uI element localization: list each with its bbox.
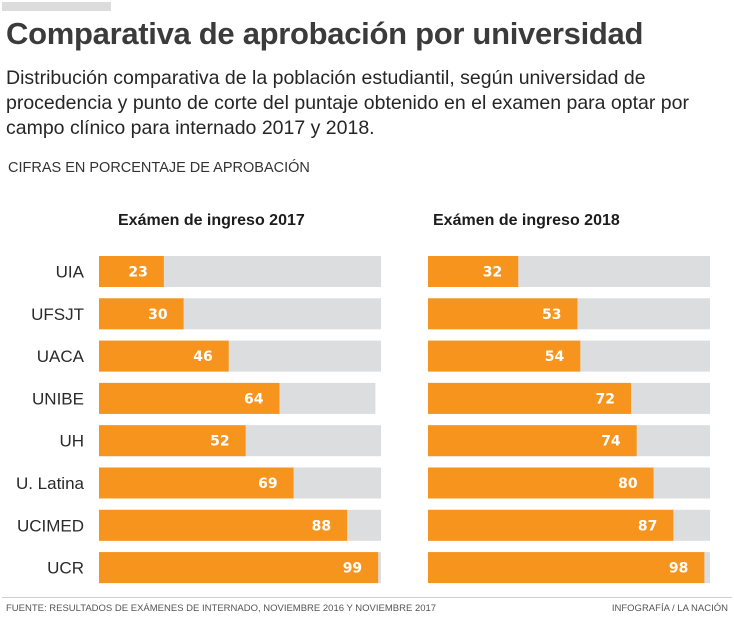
category-label: UIA bbox=[56, 263, 85, 282]
footer-divider bbox=[2, 597, 732, 598]
value-label: 72 bbox=[596, 391, 615, 407]
category-label: U. Latina bbox=[16, 474, 85, 493]
bar-ufsjt bbox=[99, 298, 184, 330]
value-label: 99 bbox=[343, 561, 362, 577]
category-label: UCIMED bbox=[17, 516, 84, 535]
value-label: 69 bbox=[258, 476, 277, 492]
bar-u-latina bbox=[99, 467, 294, 499]
panel-2017: 23 UIA 30 UFSJT 46 UACA 64 UNIBE 52 UH 69 U. Latina… bbox=[16, 256, 381, 584]
bar-uia bbox=[99, 256, 164, 287]
bar-uh bbox=[428, 425, 637, 457]
bar-u-latina bbox=[428, 467, 654, 499]
value-label: 30 bbox=[148, 307, 168, 323]
value-label: 32 bbox=[483, 265, 502, 281]
bar-unibe bbox=[99, 382, 280, 414]
bar-ufsjt bbox=[428, 298, 578, 330]
bar-uia bbox=[428, 256, 519, 287]
source-note: FUENTE: RESULTADOS DE EXÁMENES DE INTERN… bbox=[6, 603, 437, 614]
value-label: 54 bbox=[545, 349, 565, 365]
bar-uaca bbox=[428, 340, 581, 372]
value-label: 23 bbox=[128, 265, 147, 281]
units-note: CIFRAS EN PORCENTAJE DE APROBACIÓN bbox=[8, 160, 310, 176]
value-label: 88 bbox=[312, 518, 331, 534]
bar-unibe bbox=[428, 382, 632, 414]
page-title: Comparativa de aprobación por universida… bbox=[6, 16, 644, 51]
category-label: UH bbox=[59, 432, 84, 451]
bar-ucimed bbox=[428, 509, 674, 541]
bar-ucr bbox=[99, 552, 379, 584]
panel-title-2017: Exámen de ingreso 2017 bbox=[118, 212, 305, 229]
value-label: 53 bbox=[542, 307, 561, 323]
credit-note: INFOGRAFÍA / LA NACIÓN bbox=[611, 603, 728, 614]
page-subtitle: Distribución comparativa de la población… bbox=[6, 67, 689, 139]
value-label: 46 bbox=[193, 349, 212, 365]
value-label: 74 bbox=[601, 434, 621, 450]
panel-2018: 32 53 54 72 74 80 87 98 bbox=[428, 256, 710, 584]
top-accent-bar bbox=[2, 2, 111, 11]
value-label: 64 bbox=[244, 391, 264, 407]
value-label: 98 bbox=[669, 561, 688, 577]
value-label: 80 bbox=[618, 476, 638, 492]
bar-ucimed bbox=[99, 509, 348, 541]
bar-ucr bbox=[428, 552, 705, 584]
category-label: UNIBE bbox=[32, 389, 84, 408]
category-label: UCR bbox=[47, 559, 84, 578]
category-label: UFSJT bbox=[31, 305, 84, 324]
value-label: 52 bbox=[210, 434, 229, 450]
value-label: 87 bbox=[638, 518, 657, 534]
category-label: UACA bbox=[37, 347, 85, 366]
panel-title-2018: Exámen de ingreso 2018 bbox=[433, 212, 620, 229]
bar-uaca bbox=[99, 340, 229, 372]
bar-uh bbox=[99, 425, 246, 457]
